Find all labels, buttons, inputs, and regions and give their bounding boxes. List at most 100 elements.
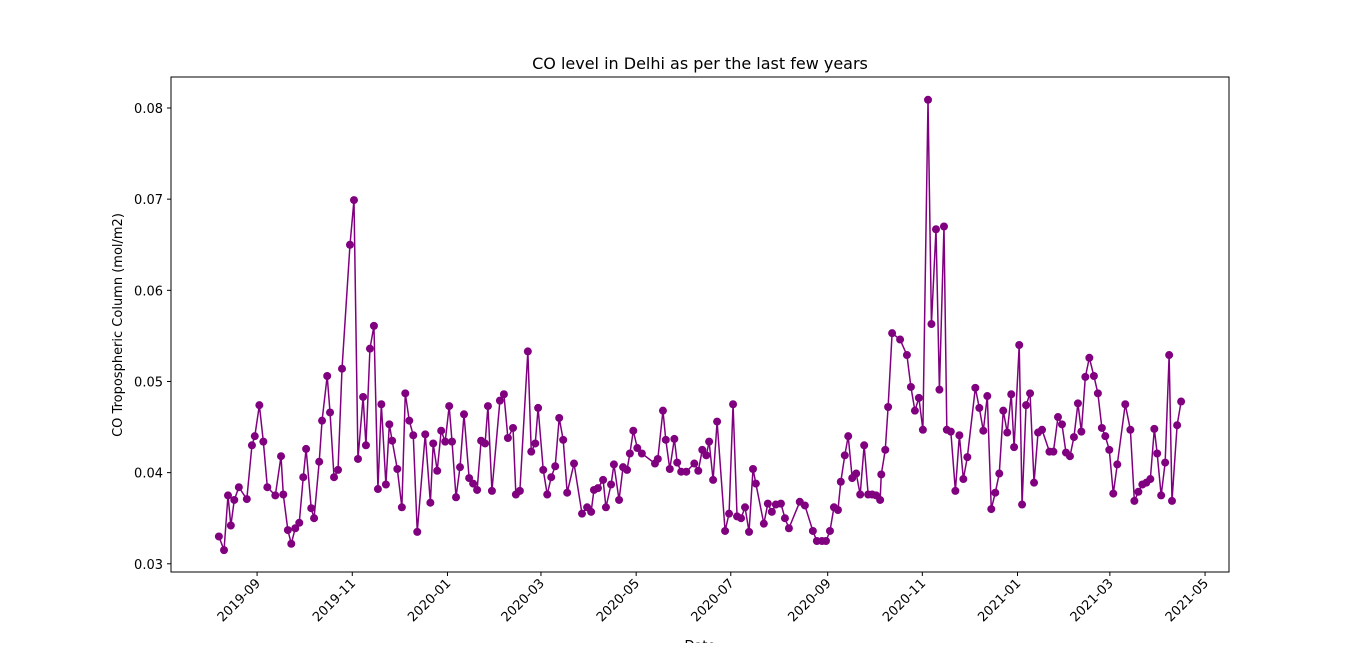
data-point	[473, 485, 482, 494]
data-point	[242, 495, 251, 504]
data-point	[563, 488, 572, 497]
data-point	[1038, 425, 1047, 434]
data-point	[509, 423, 518, 432]
data-point	[963, 453, 972, 462]
y-tick-label: 0.04	[134, 467, 163, 482]
data-point	[531, 439, 540, 448]
data-point	[1097, 423, 1106, 432]
y-tick-label: 0.06	[134, 284, 163, 299]
data-point	[250, 432, 259, 441]
y-tick-label: 0.08	[134, 102, 163, 117]
data-point	[220, 546, 229, 555]
data-point	[749, 464, 758, 473]
data-point	[1101, 432, 1110, 441]
data-point	[860, 441, 869, 450]
data-point	[230, 495, 239, 504]
data-point	[578, 509, 587, 518]
data-point	[323, 372, 332, 381]
data-point	[653, 454, 662, 463]
data-point	[255, 401, 264, 410]
data-point	[658, 406, 667, 415]
data-point	[906, 382, 915, 391]
data-point	[896, 335, 905, 344]
data-point	[310, 514, 319, 523]
data-point	[705, 437, 714, 446]
x-tick-label: 2019-11	[310, 576, 359, 625]
data-point	[975, 403, 984, 412]
data-point	[1065, 452, 1074, 461]
data-point	[1030, 478, 1039, 487]
data-point	[995, 469, 1004, 478]
data-point	[469, 479, 478, 488]
x-tick-label: 2020-05	[594, 576, 643, 625]
data-point	[365, 344, 374, 353]
data-point	[1130, 496, 1139, 505]
data-point	[759, 519, 768, 528]
data-point	[1093, 389, 1102, 398]
data-point	[1146, 475, 1155, 484]
data-point	[673, 458, 682, 467]
x-tick-label: 2020-03	[499, 576, 548, 625]
data-point	[713, 417, 722, 426]
data-point	[361, 441, 370, 450]
data-point	[409, 431, 418, 440]
data-point	[388, 436, 397, 445]
data-point	[570, 459, 579, 468]
data-point	[767, 507, 776, 516]
data-point	[377, 400, 386, 409]
data-point	[1126, 425, 1135, 434]
data-point	[910, 406, 919, 415]
data-point	[918, 425, 927, 434]
data-point	[452, 493, 461, 502]
data-point	[784, 524, 793, 533]
data-point	[277, 452, 286, 461]
data-point	[1121, 400, 1130, 409]
data-point	[709, 475, 718, 484]
data-point	[927, 320, 936, 329]
data-point	[448, 437, 457, 446]
data-point	[433, 466, 442, 475]
data-point	[279, 490, 288, 499]
data-point	[725, 509, 734, 518]
data-point	[593, 484, 602, 493]
data-point	[326, 408, 335, 417]
data-point	[259, 437, 268, 446]
data-point	[1157, 491, 1166, 500]
data-point	[1167, 496, 1176, 505]
data-point	[694, 466, 703, 475]
data-point	[884, 403, 893, 411]
data-point	[1177, 397, 1186, 406]
data-point	[1049, 447, 1058, 456]
data-point	[745, 527, 754, 536]
data-point	[234, 483, 243, 492]
data-point	[503, 433, 512, 442]
data-point	[1105, 445, 1114, 454]
data-point	[456, 463, 465, 472]
data-point	[349, 196, 358, 205]
data-point	[637, 449, 646, 458]
data-point	[737, 514, 746, 523]
data-point	[547, 473, 556, 482]
data-point	[1073, 399, 1082, 408]
data-point	[601, 503, 610, 512]
data-point	[825, 526, 834, 535]
data-point	[633, 444, 642, 453]
data-point	[1053, 413, 1062, 422]
data-point	[373, 485, 382, 494]
data-point	[987, 505, 996, 514]
data-point	[247, 441, 256, 450]
data-point	[495, 396, 504, 405]
data-point	[955, 431, 964, 440]
data-point	[515, 486, 524, 495]
data-point	[302, 444, 311, 453]
data-point	[821, 537, 830, 546]
data-point	[393, 464, 402, 473]
data-point	[902, 351, 911, 360]
data-point	[971, 383, 980, 392]
data-point	[487, 486, 496, 495]
data-point	[421, 430, 430, 439]
data-point	[800, 501, 809, 510]
data-point	[776, 499, 785, 508]
data-point	[359, 392, 368, 401]
